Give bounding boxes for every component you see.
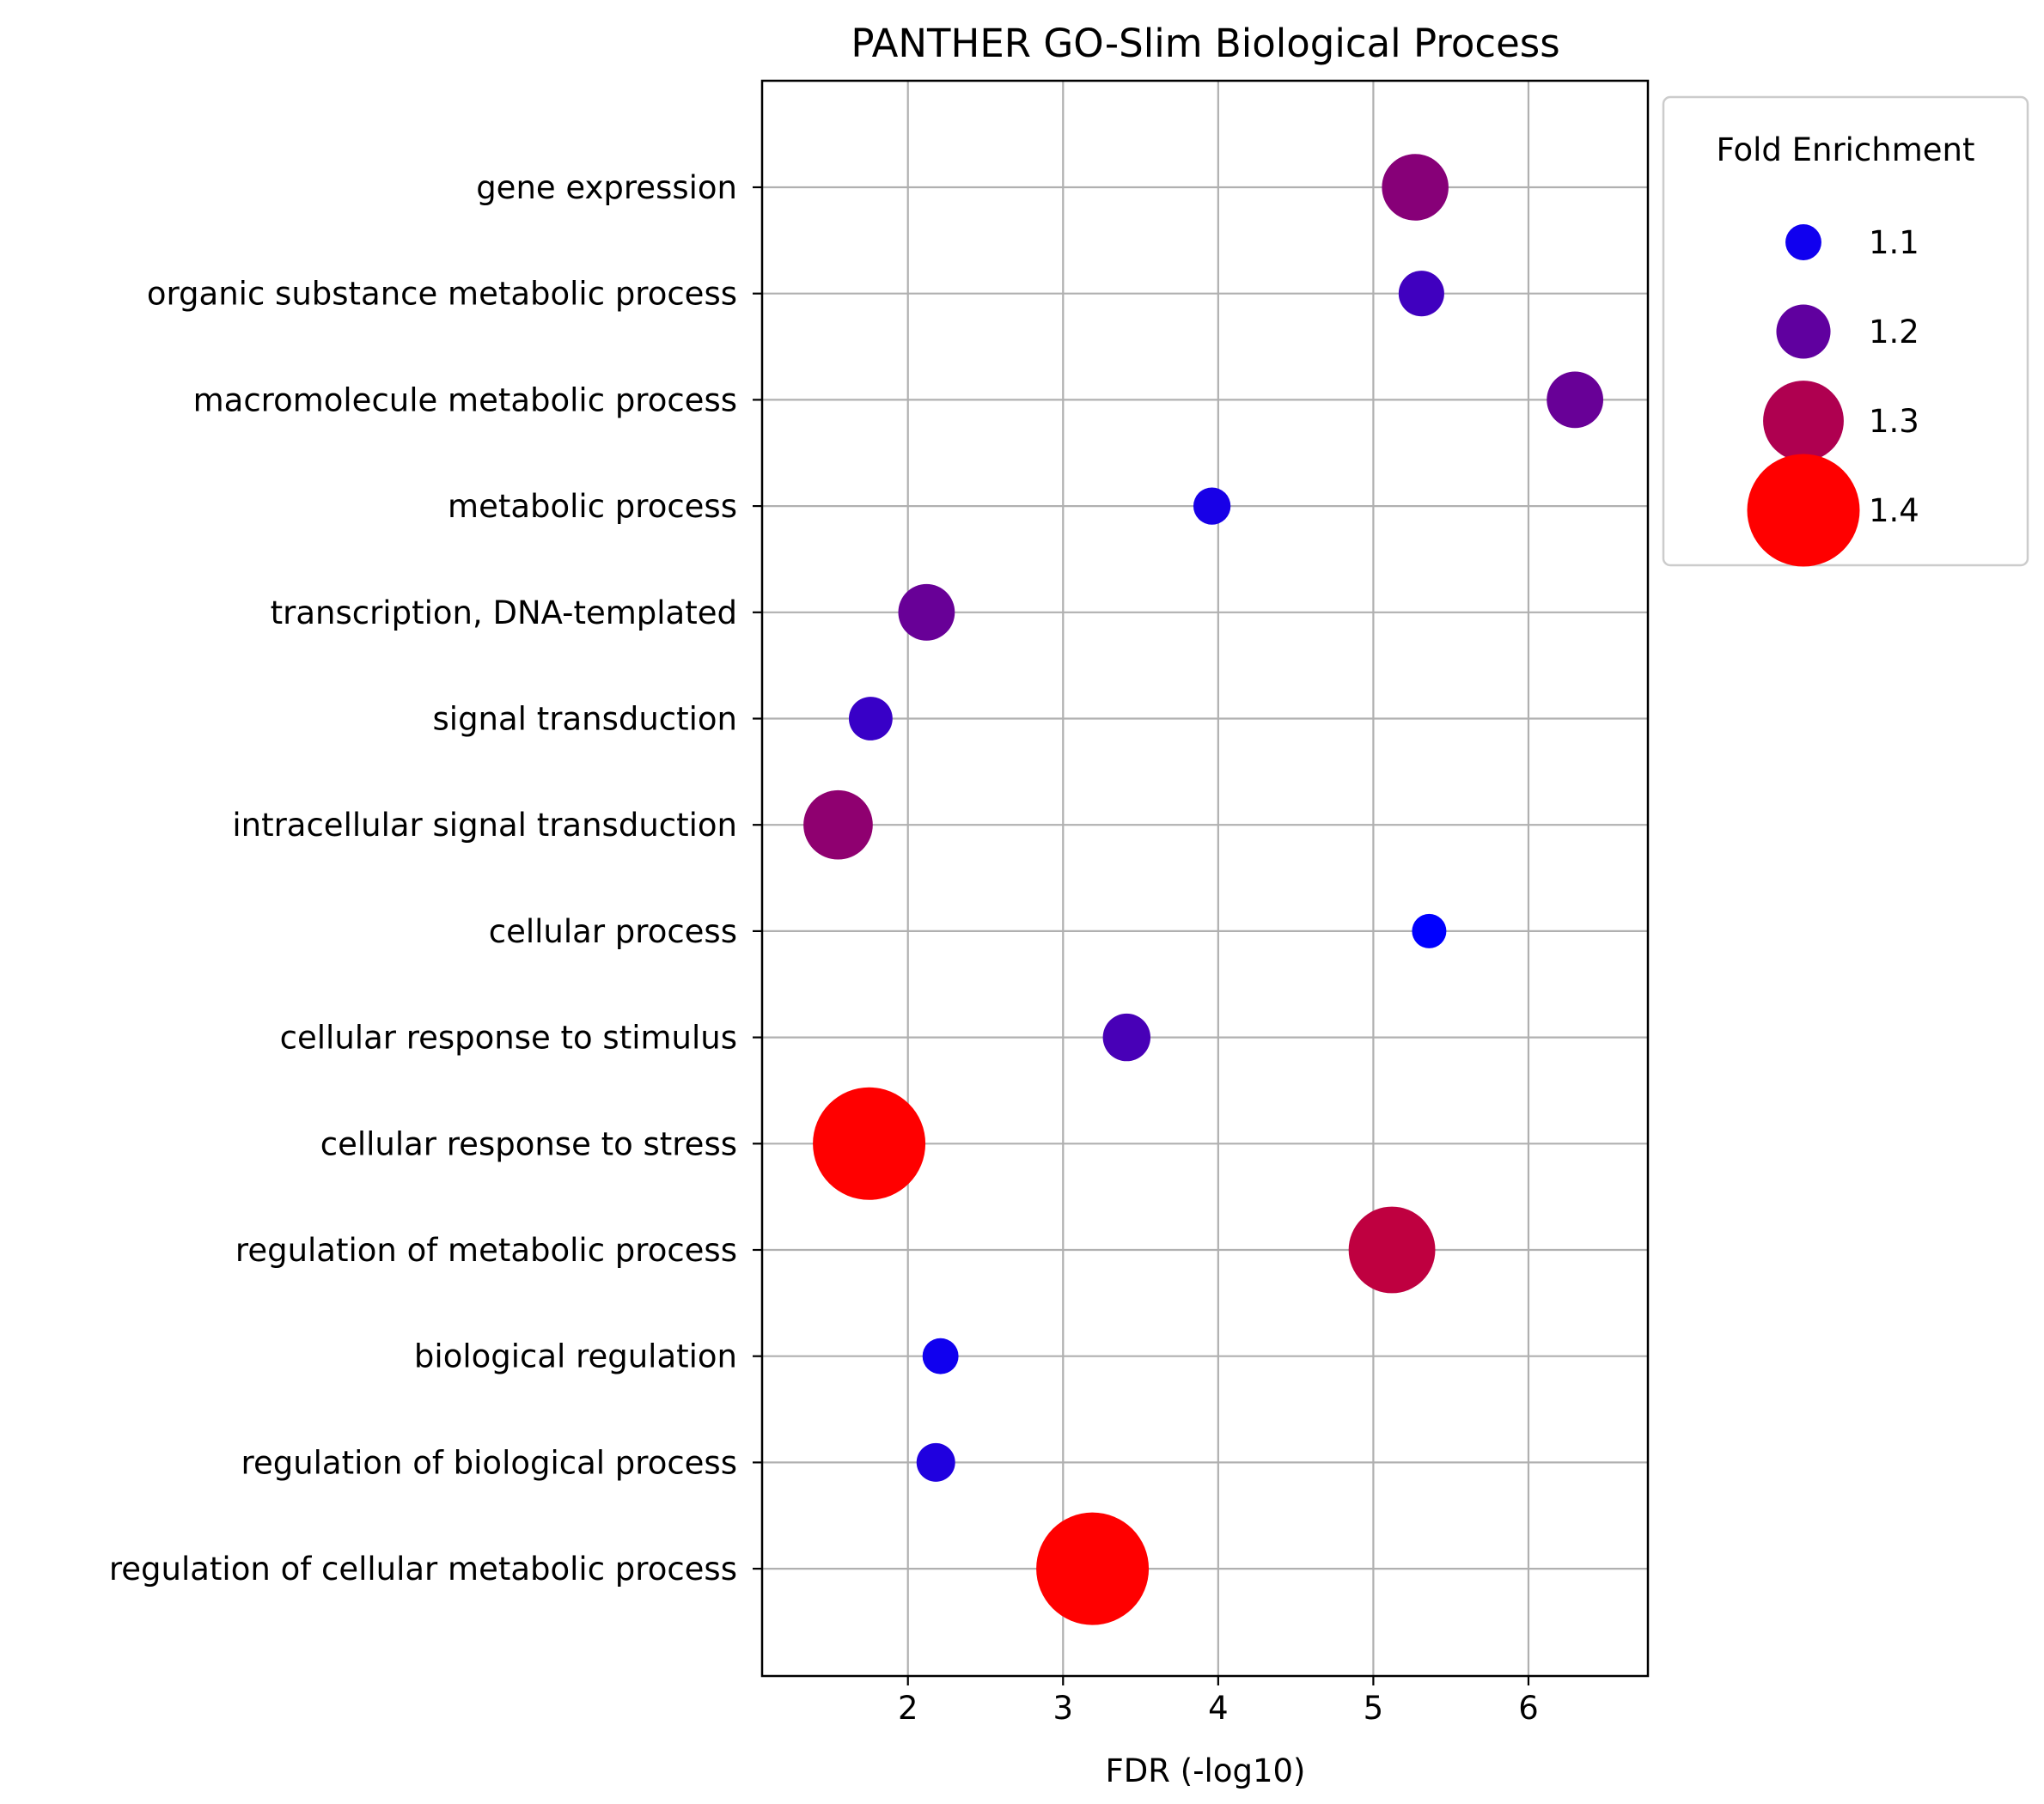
y-tick-label: cellular process <box>489 913 737 950</box>
y-tick-label: regulation of biological process <box>241 1444 737 1481</box>
x-tick-label: 5 <box>1364 1690 1384 1727</box>
legend-label: 1.3 <box>1869 403 1919 440</box>
data-point <box>922 1338 959 1374</box>
y-tick-label: macromolecule metabolic process <box>193 381 737 418</box>
y-axis-ticks: gene expression organic substance metabol… <box>109 169 762 1588</box>
y-tick-label: cellular response to stress <box>320 1125 737 1162</box>
data-point <box>1398 271 1444 317</box>
data-point <box>898 583 955 641</box>
x-tick-label: 6 <box>1518 1690 1539 1727</box>
x-tick-label: 2 <box>898 1690 918 1727</box>
data-point <box>1348 1206 1436 1294</box>
y-tick-label: transcription, DNA-templated <box>271 594 737 631</box>
legend-label: 1.1 <box>1869 224 1919 261</box>
y-tick-label: cellular response to stimulus <box>280 1020 737 1057</box>
y-tick-label: gene expression <box>476 169 737 206</box>
data-point <box>1547 371 1604 429</box>
legend-frame <box>1662 95 2029 567</box>
legend-marker <box>1747 454 1860 567</box>
y-tick-label: regulation of metabolic process <box>235 1232 737 1269</box>
y-tick-label: signal transduction <box>433 701 737 738</box>
data-points <box>803 154 1604 1625</box>
chart-title: PANTHER GO-Slim Biological Process <box>851 21 1559 66</box>
y-gridlines <box>762 186 1648 1570</box>
legend-entries: 1.1 1.2 1.3 1.4 <box>1747 224 1919 567</box>
data-point <box>848 697 893 740</box>
legend-marker <box>1785 224 1821 260</box>
legend: Fold Enrichment 1.1 1.2 1.3 1.4 <box>1662 95 2029 567</box>
y-tick-label: metabolic process <box>448 488 737 525</box>
x-axis-label: FDR (-log10) <box>1106 1752 1306 1789</box>
x-axis-ticks: 2 3 4 5 6 <box>898 1676 1539 1727</box>
legend-marker <box>1776 304 1831 359</box>
y-tick-label: organic substance metabolic process <box>147 276 737 313</box>
legend-label: 1.4 <box>1869 492 1919 529</box>
data-point <box>803 789 873 860</box>
data-point <box>1382 154 1449 221</box>
plot-frame <box>760 79 1650 1678</box>
legend-label: 1.2 <box>1869 314 1919 350</box>
data-point <box>916 1442 955 1482</box>
x-gridlines <box>906 81 1530 1676</box>
data-point <box>813 1087 926 1200</box>
data-point <box>1102 1013 1151 1062</box>
y-tick-label: regulation of cellular metabolic process <box>109 1551 737 1588</box>
y-tick-label: biological regulation <box>414 1338 737 1375</box>
y-tick-label: intracellular signal transduction <box>232 807 737 844</box>
x-tick-label: 3 <box>1053 1690 1074 1727</box>
x-tick-label: 4 <box>1208 1690 1229 1727</box>
legend-title: Fold Enrichment <box>1716 131 1974 168</box>
data-point <box>1036 1512 1150 1625</box>
data-point <box>1193 487 1231 525</box>
legend-marker <box>1763 381 1844 461</box>
data-point <box>1412 913 1447 948</box>
